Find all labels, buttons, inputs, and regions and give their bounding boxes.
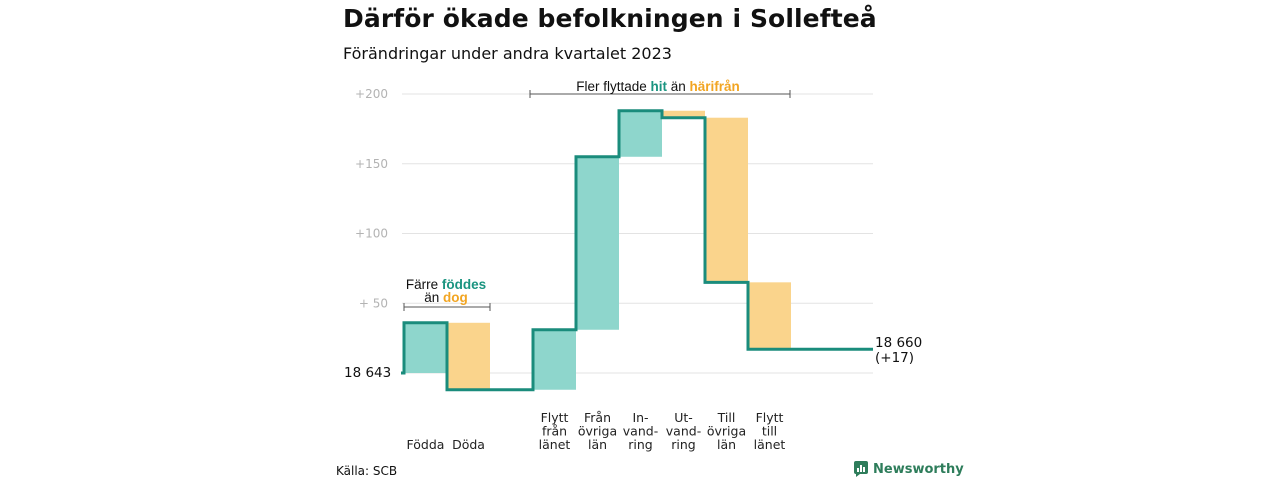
annotations: Färre föddes än dog Fler flyttade hit än… — [403, 79, 791, 311]
bar-flytt-till-länet — [748, 282, 791, 350]
category-label: Döda — [452, 437, 485, 452]
category-label: övriga — [578, 424, 617, 439]
bars — [404, 110, 791, 390]
y-tick-label: +150 — [355, 157, 388, 171]
category-label: Ut- — [674, 410, 693, 425]
right-annotation: Fler flyttade hit än härifrån — [576, 79, 740, 94]
bar-från-övriga-län — [576, 156, 619, 330]
category-label: Flytt — [756, 410, 784, 425]
bar-flytt-från-länet — [533, 329, 576, 390]
category-label: vand- — [623, 424, 658, 439]
category-label: Från — [584, 410, 611, 425]
end-value-label: 18 660 — [875, 335, 922, 351]
category-label: ring — [628, 437, 652, 452]
category-label: länet — [539, 437, 571, 452]
brand-logo: Newsworthy — [854, 461, 964, 477]
left-annotation-line1: Färre föddes — [406, 277, 486, 292]
bar-ut--vand--ring — [662, 110, 705, 118]
newsworthy-icon — [854, 461, 868, 477]
bar-döda — [447, 322, 490, 390]
category-label: Flytt — [541, 410, 569, 425]
step-line — [401, 109, 873, 392]
y-axis-ticks: +200 +150 +100 + 50 — [355, 87, 388, 310]
category-label: län — [717, 437, 736, 452]
category-label: In- — [632, 410, 648, 425]
bar-till-övriga-län — [705, 117, 748, 283]
category-label: vand- — [666, 424, 701, 439]
category-label: Till — [717, 410, 736, 425]
category-label: ring — [671, 437, 695, 452]
chart-subtitle: Förändringar under andra kvartalet 2023 — [343, 44, 672, 63]
category-label: län — [588, 437, 607, 452]
start-value-label: 18 643 — [344, 365, 391, 381]
category-labels: Födda DödaFlyttfrånlänetFrånövrigalänIn-v… — [407, 410, 786, 452]
category-label: övriga — [707, 424, 746, 439]
bar-födda — [404, 322, 447, 373]
category-label: länet — [754, 437, 786, 452]
chart-title: Därför ökade befolkningen i Sollefteå — [343, 4, 877, 33]
cumulative-step-line — [401, 109, 873, 392]
y-tick-label: +100 — [355, 227, 388, 241]
end-change-label: (+17) — [875, 350, 914, 366]
y-tick-label: +200 — [355, 87, 388, 101]
source-label: Källa: SCB — [336, 464, 398, 478]
category-label: till — [762, 424, 777, 439]
brand-name: Newsworthy — [873, 461, 964, 477]
category-label: Födda — [407, 437, 445, 452]
y-tick-label: + 50 — [359, 296, 388, 310]
left-annotation-line2: än dog — [424, 290, 468, 305]
bar-in--vand--ring — [619, 110, 662, 157]
category-label: från — [542, 424, 567, 439]
